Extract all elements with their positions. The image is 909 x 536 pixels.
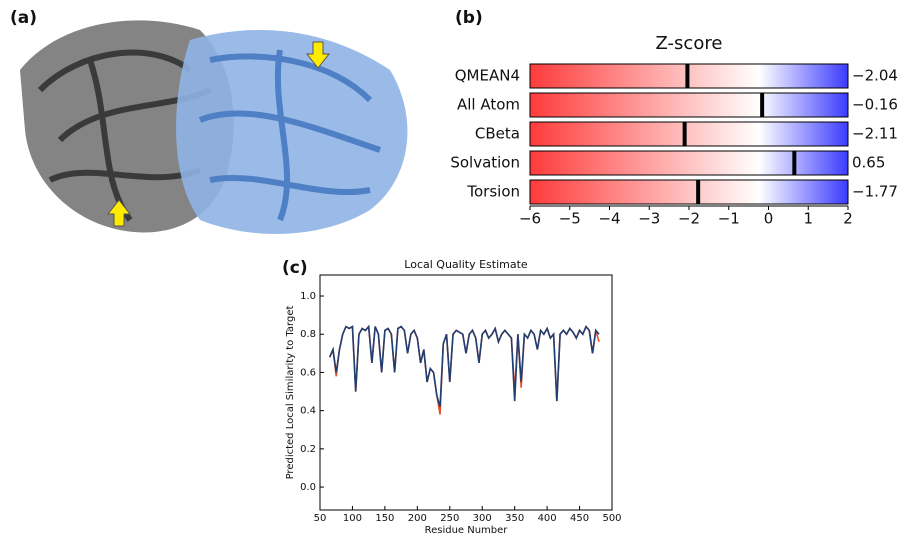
x-tick-label: −2 (678, 210, 700, 228)
protein-structure (20, 20, 407, 234)
x-tick-label: 2 (843, 210, 853, 228)
panel-label: (c) (282, 258, 308, 278)
panel-label: (b) (455, 8, 483, 28)
chart-title: Z-score (656, 33, 723, 54)
x-tick-label: −5 (559, 210, 581, 228)
data-line (330, 327, 599, 407)
value-label: 0.65 (852, 154, 885, 172)
gradient-bar (530, 93, 848, 117)
chart-title: Local Quality Estimate (404, 258, 528, 271)
y-tick-label: 0.8 (300, 329, 316, 340)
x-tick-label: −6 (519, 210, 541, 228)
x-tick-label: 350 (505, 513, 524, 524)
category-label: Solvation (450, 154, 520, 172)
x-tick-label: 300 (473, 513, 492, 524)
category-label: CBeta (475, 125, 520, 143)
x-tick-label: 50 (314, 513, 327, 524)
y-tick-label: 0.0 (300, 482, 316, 493)
y-tick-label: 0.6 (300, 367, 316, 378)
panel-label: (a) (10, 8, 37, 28)
gradient-bar (530, 180, 848, 204)
category-label: QMEAN4 (455, 67, 520, 85)
category-label: Torsion (466, 183, 520, 201)
category-label: All Atom (457, 96, 520, 114)
y-tick-label: 1.0 (300, 291, 316, 302)
x-tick-label: −4 (598, 210, 620, 228)
x-tick-label: 450 (570, 513, 589, 524)
value-label: −1.77 (852, 183, 898, 201)
x-tick-label: 250 (440, 513, 459, 524)
gradient-bar (530, 151, 848, 175)
x-tick-label: 100 (343, 513, 362, 524)
x-axis-label: Residue Number (425, 525, 509, 536)
figure: (a) (b) (c) Z-score QMEAN4 −2.04 All Atom −0… (0, 0, 909, 536)
x-tick-label: 200 (408, 513, 427, 524)
x-tick-label: 150 (375, 513, 394, 524)
value-label: −0.16 (852, 96, 898, 114)
y-tick-label: 0.4 (300, 406, 316, 417)
x-tick-label: 1 (803, 210, 813, 228)
x-tick-label: −3 (638, 210, 660, 228)
plot-frame (320, 275, 612, 510)
gradient-bar (530, 122, 848, 146)
x-tick-label: 400 (538, 513, 557, 524)
x-tick-label: −1 (718, 210, 740, 228)
value-label: −2.11 (852, 125, 898, 143)
value-label: −2.04 (852, 67, 898, 85)
x-tick-label: 500 (602, 513, 621, 524)
y-axis-label: Predicted Local Similarity to Target (285, 306, 296, 480)
x-tick-label: 0 (764, 210, 774, 228)
y-tick-label: 0.2 (300, 444, 316, 455)
